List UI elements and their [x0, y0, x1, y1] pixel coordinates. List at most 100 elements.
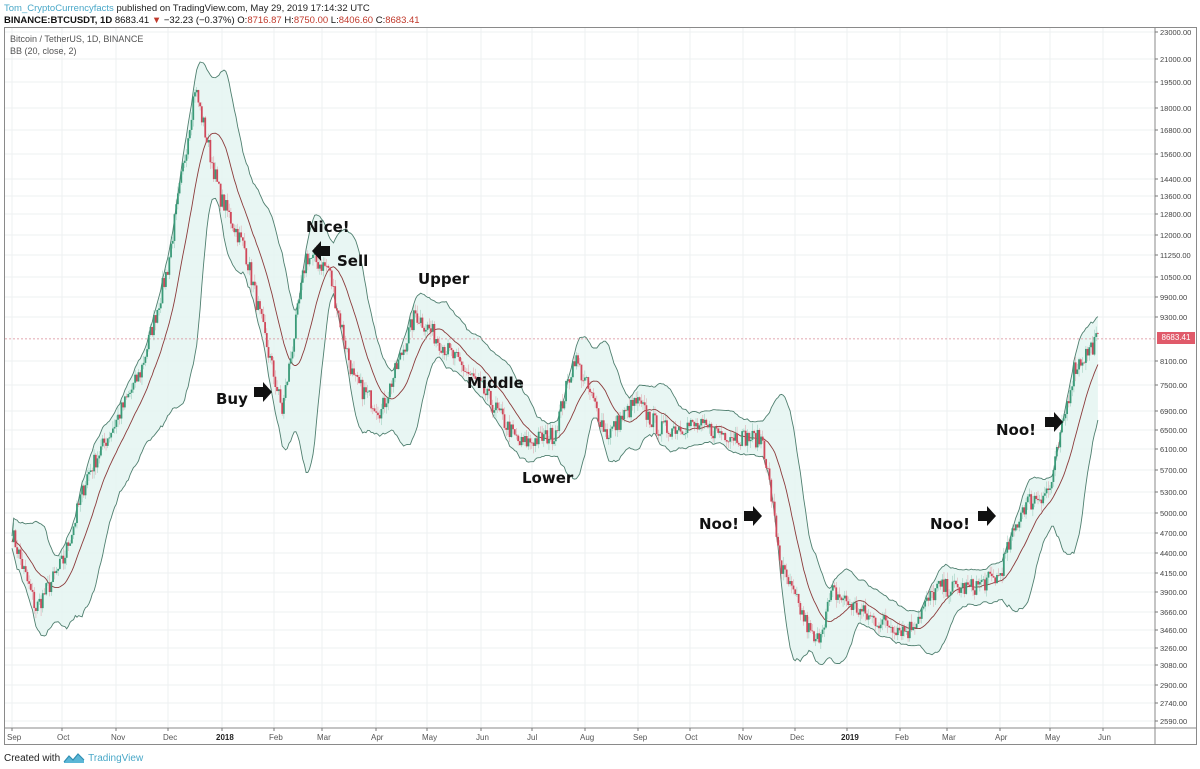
- time-tick-label: Jun: [1098, 733, 1111, 742]
- footer: Created with TradingView: [4, 752, 143, 764]
- last-price-tag: 8683.41: [1157, 332, 1195, 344]
- price-tick-label: 6500.00: [1160, 426, 1187, 435]
- price-tick-label: 2900.00: [1160, 681, 1187, 690]
- price-tick-label: 5300.00: [1160, 488, 1187, 497]
- time-tick-label: Mar: [317, 733, 331, 742]
- price-tick-label: 3260.00: [1160, 644, 1187, 653]
- price-tick-label: 12800.00: [1160, 210, 1191, 219]
- price-tick-label: 3660.00: [1160, 608, 1187, 617]
- price-tick-label: 4150.00: [1160, 569, 1187, 578]
- time-tick-label: Dec: [790, 733, 804, 742]
- time-tick-label: Feb: [269, 733, 283, 742]
- price-tick-label: 23000.00: [1160, 28, 1191, 37]
- close-label: C:: [375, 15, 386, 26]
- bollinger-band-fill: [12, 62, 1098, 665]
- price-tick-label: 19500.00: [1160, 78, 1191, 87]
- time-tick-label: Oct: [57, 733, 70, 742]
- annotation-label: Noo!: [699, 515, 740, 533]
- legend-indicator[interactable]: BB (20, close, 2): [10, 46, 77, 56]
- time-tick-label: Jun: [476, 733, 489, 742]
- arrow-right-icon: [254, 382, 272, 402]
- price-tick-label: 5000.00: [1160, 509, 1187, 518]
- price-tick-label: 9300.00: [1160, 313, 1187, 322]
- high-label: H:: [284, 15, 294, 26]
- time-tick-label: Nov: [111, 733, 125, 742]
- price-tick-label: 14400.00: [1160, 175, 1191, 184]
- price-tick-label: 6100.00: [1160, 445, 1187, 454]
- price-tick-label: 3900.00: [1160, 588, 1187, 597]
- annotation-label: Buy: [216, 390, 248, 408]
- price-tick-label: 12000.00: [1160, 231, 1191, 240]
- annotation-label: Nice!: [306, 218, 350, 236]
- candles: [12, 87, 1099, 649]
- annotation-label: Noo!: [930, 515, 971, 533]
- time-tick-label: Apr: [371, 733, 384, 742]
- arrow-right-icon: [744, 506, 762, 526]
- price-tick-label: 3080.00: [1160, 661, 1187, 670]
- annotation-label: Upper: [418, 270, 470, 288]
- time-tick-label: Sep: [7, 733, 22, 742]
- time-tick-label: May: [422, 733, 437, 742]
- price-tick-label: 18000.00: [1160, 104, 1191, 113]
- price-tick-label: 11250.00: [1160, 251, 1191, 260]
- time-tick-label: Dec: [163, 733, 177, 742]
- time-tick-label: Aug: [580, 733, 594, 742]
- time-axis[interactable]: Sep Oct Nov Dec 2018 Feb Mar Apr May Jun Jul Aug Sep…: [7, 728, 1111, 742]
- time-tick-label: Oct: [685, 733, 698, 742]
- publish-info: Tom_CryptoCurrencyfacts published on Tra…: [4, 3, 370, 14]
- price-tick-label: 6900.00: [1160, 407, 1187, 416]
- price-tick-label: 4400.00: [1160, 549, 1187, 558]
- author-link[interactable]: Tom_CryptoCurrencyfacts: [4, 3, 114, 14]
- arrow-right-icon: [978, 506, 996, 526]
- price-tick-label: 16800.00: [1160, 126, 1191, 135]
- annotation-label: Lower: [522, 469, 574, 487]
- price-tick-label: 9900.00: [1160, 293, 1187, 302]
- created-with-label: Created with: [4, 752, 61, 764]
- down-arrow-icon: ▼: [151, 15, 162, 26]
- price-change: −32.23 (−0.37%): [163, 15, 235, 26]
- symbol-quote-line: BINANCE:BTCUSDT, 1D 8683.41 ▼ −32.23 (−0…: [4, 15, 420, 26]
- price-tick-label: 4700.00: [1160, 529, 1187, 538]
- time-tick-label: 2018: [216, 733, 234, 742]
- tradingview-logo-icon: [63, 753, 85, 763]
- chart-legend: Bitcoin / TetherUS, 1D, BINANCE BB (20, …: [10, 33, 143, 57]
- price-tick-label: 21000.00: [1160, 55, 1191, 64]
- price-tick-label: 3460.00: [1160, 626, 1187, 635]
- time-tick-label: Nov: [738, 733, 752, 742]
- annotation-label: Noo!: [996, 421, 1037, 439]
- price-tick-label: 13600.00: [1160, 192, 1191, 201]
- price-tick-label: 15600.00: [1160, 150, 1191, 159]
- price-tick-label: 10500.00: [1160, 273, 1191, 282]
- close-value: 8683.41: [385, 15, 420, 26]
- open-label: O:: [237, 15, 248, 26]
- price-tick-label: 5700.00: [1160, 466, 1187, 475]
- symbol-label: BINANCE:BTCUSDT, 1D: [4, 15, 113, 26]
- low-value: 8406.60: [338, 15, 374, 26]
- time-tick-label: 2019: [841, 733, 859, 742]
- arrow-right-icon: [1045, 412, 1063, 432]
- last-price: 8683.41: [114, 15, 150, 26]
- open-value: 8716.87: [247, 15, 282, 26]
- high-value: 8750.00: [293, 15, 329, 26]
- price-tick-label: 7500.00: [1160, 381, 1187, 390]
- time-tick-label: Sep: [633, 733, 648, 742]
- tradingview-brand-link[interactable]: TradingView: [88, 752, 144, 764]
- arrow-left-icon: [312, 241, 330, 261]
- time-tick-label: Apr: [995, 733, 1008, 742]
- time-tick-label: Feb: [895, 733, 909, 742]
- time-tick-label: Mar: [942, 733, 956, 742]
- price-tick-label: 8100.00: [1160, 357, 1187, 366]
- price-tick-label: 2740.00: [1160, 699, 1187, 708]
- price-tick-label: 2590.00: [1160, 717, 1187, 726]
- axes: [5, 28, 1197, 745]
- legend-title: Bitcoin / TetherUS, 1D, BINANCE: [10, 34, 144, 44]
- annotation-label: Sell: [337, 252, 369, 270]
- annotation-label: Middle: [467, 374, 524, 392]
- time-tick-label: Jul: [527, 733, 537, 742]
- chart-frame: [4, 27, 1197, 745]
- price-axis[interactable]: 23000.00 21000.00 19500.00 18000.00 16800.00…: [1155, 28, 1191, 726]
- time-tick-label: May: [1045, 733, 1060, 742]
- published-text: published on TradingView.com, May 29, 20…: [116, 3, 370, 14]
- low-label: L:: [330, 15, 339, 26]
